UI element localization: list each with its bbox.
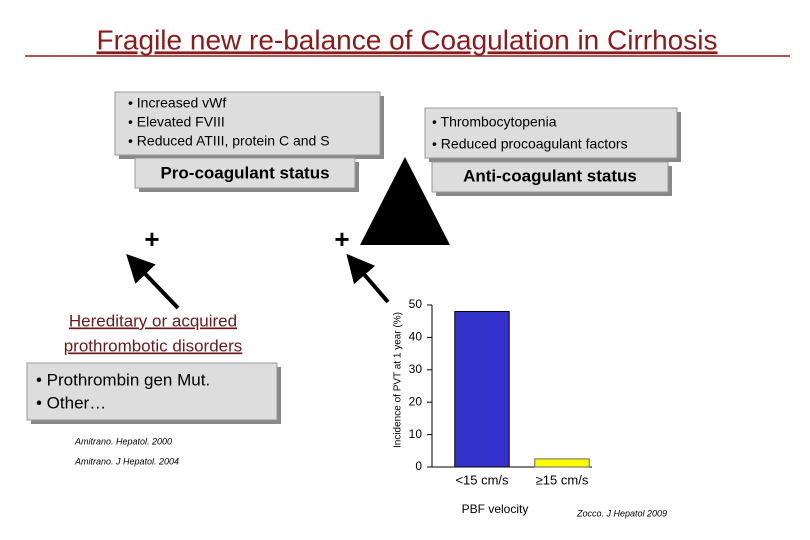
anti-label-box [431, 161, 669, 193]
y-tick-label: 40 [409, 330, 423, 344]
anti-factor: • Reduced procoagulant factors [432, 136, 628, 152]
x-axis-label: PBF velocity [462, 502, 529, 516]
y-tick-label: 0 [415, 459, 422, 473]
anti-factor: • Thrombocytopenia [432, 114, 557, 130]
fulcrum [360, 157, 450, 245]
citation: Amitrano. J Hepatol. 2004 [74, 456, 179, 466]
chart-source: Zocco. J Hepatol 2009 [576, 508, 667, 518]
bar [454, 310, 510, 468]
slide-title: Fragile new re-balance of Coagulation in… [97, 24, 718, 55]
disorders-title: prothrombotic disorders [64, 336, 243, 355]
y-tick-label: 50 [409, 297, 423, 311]
anti-label: Anti-coagulant status [463, 166, 637, 185]
plus-sign: + [334, 224, 349, 254]
arrow [126, 253, 180, 310]
pro-factor: • Increased vWf [128, 95, 226, 111]
disorder: • Prothrombin gen Mut. [36, 370, 210, 389]
anti-factors-box [424, 107, 678, 159]
x-tick-label: <15 cm/s [455, 472, 509, 487]
y-tick-label: 20 [409, 394, 423, 408]
disorder: • Other… [36, 393, 106, 412]
bar [534, 458, 590, 468]
y-axis-label: Incidence of PVT at 1 year (%) [393, 312, 404, 448]
pro-factors-box [114, 91, 381, 156]
disorders-title: Hereditary or acquired [69, 311, 237, 330]
pro-factor: • Reduced ATIII, protein C and S [128, 133, 330, 149]
citation: Amitrano. Hepatol. 2000 [74, 436, 172, 446]
pro-label: Pro-coagulant status [160, 163, 329, 182]
arrow [346, 253, 390, 304]
x-tick-label: ≥15 cm/s [536, 472, 589, 487]
plus-sign: + [144, 224, 159, 254]
y-tick-label: 10 [409, 427, 423, 441]
disorders-box [26, 362, 278, 421]
y-tick-label: 30 [409, 362, 423, 376]
pro-factor: • Elevated FVIII [128, 114, 225, 130]
pro-label-box [134, 157, 356, 189]
